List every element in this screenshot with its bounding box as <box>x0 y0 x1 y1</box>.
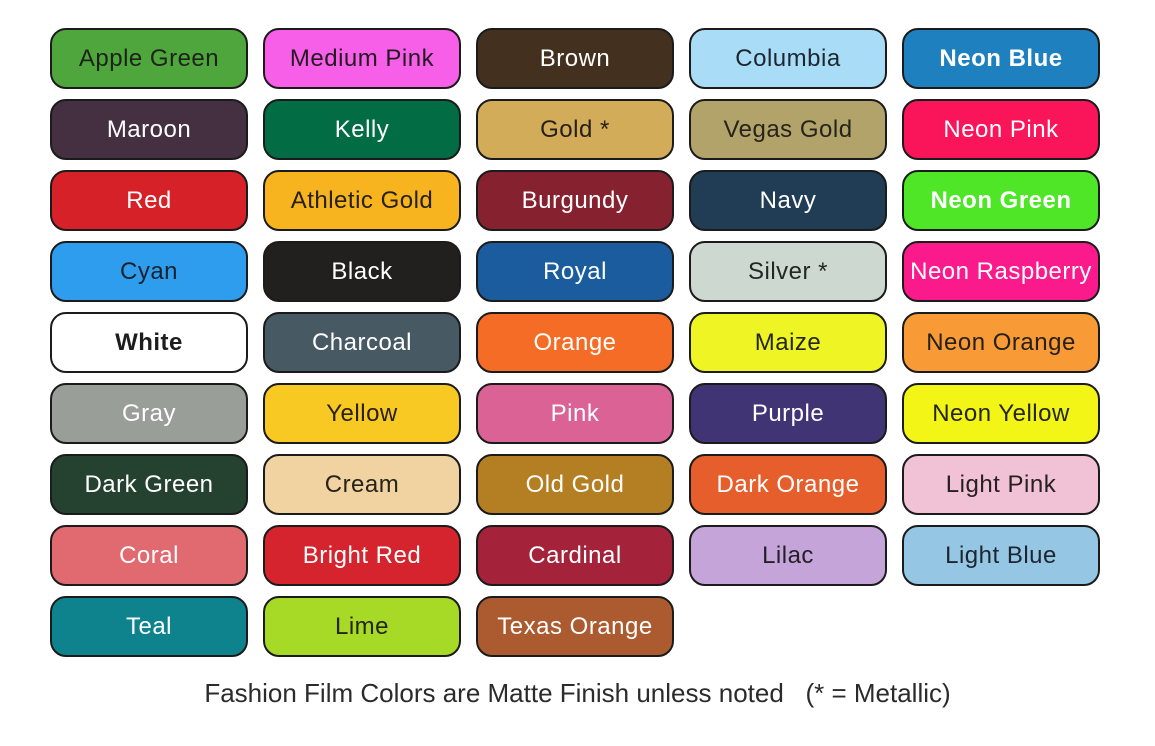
color-swatch-neon-yellow: Neon Yellow <box>902 383 1100 444</box>
color-swatch-label: Maize <box>754 328 822 356</box>
color-swatch-label: Kelly <box>334 115 390 143</box>
color-swatch-bright-red: Bright Red <box>263 525 461 586</box>
color-swatch-label: Neon Blue <box>939 44 1063 72</box>
color-swatch-neon-raspberry: Neon Raspberry <box>902 241 1100 302</box>
color-swatch-medium-pink: Medium Pink <box>263 28 461 89</box>
color-swatch-label: Bright Red <box>302 541 422 569</box>
color-swatch-apple-green: Apple Green <box>50 28 248 89</box>
color-swatch-brown: Brown <box>476 28 674 89</box>
color-swatch-label: Cyan <box>119 257 179 285</box>
color-swatch-label: Coral <box>119 541 179 569</box>
color-swatch-neon-pink: Neon Pink <box>902 99 1100 160</box>
color-swatch-label: White <box>115 328 183 356</box>
color-swatch-label: Gold * <box>540 115 610 143</box>
color-swatch-label: Cardinal <box>528 541 622 569</box>
color-swatch-neon-green: Neon Green <box>902 170 1100 231</box>
color-swatch-label: Cream <box>324 470 400 498</box>
color-swatch-charcoal: Charcoal <box>263 312 461 373</box>
color-swatch-label: Brown <box>539 44 611 72</box>
color-swatch-label: Apple Green <box>78 44 220 72</box>
color-swatch-royal: Royal <box>476 241 674 302</box>
color-swatch-label: Athletic Gold <box>290 186 434 214</box>
color-swatch-label: Neon Raspberry <box>910 257 1092 285</box>
color-swatch-orange: Orange <box>476 312 674 373</box>
footer-note: Fashion Film Colors are Matte Finish unl… <box>204 678 951 708</box>
color-swatch-pink: Pink <box>476 383 674 444</box>
color-swatch-label: Medium Pink <box>289 44 435 72</box>
color-swatch-cardinal: Cardinal <box>476 525 674 586</box>
color-swatch-navy: Navy <box>689 170 887 231</box>
color-swatch-kelly: Kelly <box>263 99 461 160</box>
color-swatch-label: Red <box>126 186 172 214</box>
color-swatch-label: Lilac <box>762 541 814 569</box>
color-swatch-label: Lime <box>334 612 390 640</box>
color-swatch-maroon: Maroon <box>50 99 248 160</box>
color-swatch-label: Purple <box>751 399 825 427</box>
color-swatch-label: Light Pink <box>945 470 1057 498</box>
color-swatch-coral: Coral <box>50 525 248 586</box>
color-swatch-label: Neon Pink <box>943 115 1059 143</box>
color-swatch-label: Neon Orange <box>926 328 1076 356</box>
color-swatch-label: Neon Yellow <box>932 399 1070 427</box>
color-swatch-label: Teal <box>125 612 173 640</box>
color-swatch-burgundy: Burgundy <box>476 170 674 231</box>
color-swatch-label: Royal <box>543 257 607 285</box>
color-swatch-label: Burgundy <box>521 186 629 214</box>
color-grid: Apple Green Medium Pink Brown Columbia Neon … <box>50 28 1100 657</box>
color-swatch-label: Dark Orange <box>716 470 860 498</box>
color-swatch-label: Silver * <box>747 257 829 285</box>
color-swatch-old-gold: Old Gold <box>476 454 674 515</box>
color-swatch-cyan: Cyan <box>50 241 248 302</box>
color-swatch-light-pink: Light Pink <box>902 454 1100 515</box>
color-swatch-white: White <box>50 312 248 373</box>
color-swatch-purple: Purple <box>689 383 887 444</box>
color-swatch-neon-orange: Neon Orange <box>902 312 1100 373</box>
color-swatch-label: Gray <box>121 399 176 427</box>
color-swatch-cream: Cream <box>263 454 461 515</box>
color-swatch-label: Light Blue <box>945 541 1057 569</box>
color-swatch-label: Black <box>331 257 393 285</box>
color-swatch-lilac: Lilac <box>689 525 887 586</box>
color-swatch-texas-orange: Texas Orange <box>476 596 674 657</box>
color-swatch-columbia: Columbia <box>689 28 887 89</box>
color-swatch-teal: Teal <box>50 596 248 657</box>
color-swatch-label: Neon Green <box>930 186 1072 214</box>
color-swatch-label: Navy <box>759 186 817 214</box>
color-swatch-silver: Silver * <box>689 241 887 302</box>
color-swatch-yellow: Yellow <box>263 383 461 444</box>
color-swatch-label: Old Gold <box>525 470 625 498</box>
color-swatch-label: Dark Green <box>84 470 214 498</box>
color-swatch-lime: Lime <box>263 596 461 657</box>
color-swatch-label: Columbia <box>735 44 841 72</box>
color-swatch-label: Orange <box>533 328 617 356</box>
color-swatch-maize: Maize <box>689 312 887 373</box>
color-swatch-gray: Gray <box>50 383 248 444</box>
color-swatch-label: Pink <box>550 399 600 427</box>
color-swatch-neon-blue: Neon Blue <box>902 28 1100 89</box>
color-swatch-label: Maroon <box>106 115 192 143</box>
color-swatch-dark-green: Dark Green <box>50 454 248 515</box>
color-swatch-black: Black <box>263 241 461 302</box>
color-swatch-label: Texas Orange <box>497 612 653 640</box>
color-swatch-light-blue: Light Blue <box>902 525 1100 586</box>
color-swatch-dark-orange: Dark Orange <box>689 454 887 515</box>
color-swatch-vegas-gold: Vegas Gold <box>689 99 887 160</box>
color-swatch-label: Charcoal <box>311 328 413 356</box>
color-swatch-red: Red <box>50 170 248 231</box>
color-swatch-label: Yellow <box>326 399 398 427</box>
color-swatch-athletic-gold: Athletic Gold <box>263 170 461 231</box>
color-swatch-gold: Gold * <box>476 99 674 160</box>
color-swatch-label: Vegas Gold <box>723 115 853 143</box>
